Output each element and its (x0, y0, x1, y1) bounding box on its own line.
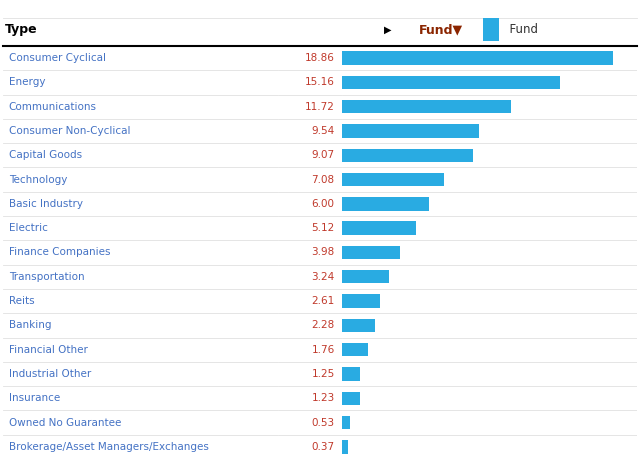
Text: 9.07: 9.07 (312, 150, 335, 160)
Text: Type: Type (5, 23, 38, 36)
Bar (342, 51, 613, 65)
Bar (342, 270, 389, 283)
Bar (342, 416, 350, 429)
Text: Finance Companies: Finance Companies (9, 247, 110, 257)
Bar (342, 392, 360, 405)
Bar (342, 440, 348, 453)
Bar (342, 221, 416, 235)
Text: 0.53: 0.53 (312, 418, 335, 427)
Bar (342, 294, 380, 308)
Text: Banking: Banking (9, 320, 51, 330)
Text: 7.08: 7.08 (312, 174, 335, 185)
Text: 11.72: 11.72 (305, 101, 335, 112)
Text: Electric: Electric (9, 223, 47, 233)
Bar (342, 367, 360, 381)
Text: 1.76: 1.76 (312, 345, 335, 355)
Bar (342, 76, 560, 89)
Text: Consumer Non-Cyclical: Consumer Non-Cyclical (9, 126, 130, 136)
Text: Fund▼: Fund▼ (419, 23, 463, 36)
Text: Owned No Guarantee: Owned No Guarantee (9, 418, 121, 427)
Text: Capital Goods: Capital Goods (9, 150, 82, 160)
Bar (342, 319, 375, 332)
Text: Transportation: Transportation (9, 272, 84, 282)
Bar (342, 343, 367, 356)
Text: Insurance: Insurance (9, 393, 60, 403)
Bar (342, 246, 399, 259)
Text: Communications: Communications (9, 101, 97, 112)
Text: 9.54: 9.54 (312, 126, 335, 136)
Bar (342, 173, 444, 186)
Bar (342, 197, 429, 211)
Text: 5.12: 5.12 (312, 223, 335, 233)
Bar (342, 124, 479, 138)
Text: 2.28: 2.28 (312, 320, 335, 330)
Text: 6.00: 6.00 (312, 199, 335, 209)
Text: Basic Industry: Basic Industry (9, 199, 83, 209)
Text: 3.24: 3.24 (312, 272, 335, 282)
Text: Financial Other: Financial Other (9, 345, 88, 355)
Text: ▶: ▶ (384, 25, 392, 35)
Text: 1.23: 1.23 (312, 393, 335, 403)
Text: 18.86: 18.86 (305, 53, 335, 63)
Bar (342, 149, 473, 162)
Text: Technology: Technology (9, 174, 67, 185)
Text: 3.98: 3.98 (312, 247, 335, 257)
Bar (342, 100, 511, 113)
Text: 15.16: 15.16 (305, 78, 335, 87)
Text: Consumer Cyclical: Consumer Cyclical (9, 53, 106, 63)
Text: Fund: Fund (502, 23, 538, 36)
Text: Industrial Other: Industrial Other (9, 369, 91, 379)
Text: 1.25: 1.25 (312, 369, 335, 379)
Text: 0.37: 0.37 (312, 442, 335, 452)
Text: Energy: Energy (9, 78, 45, 87)
Text: 2.61: 2.61 (312, 296, 335, 306)
Text: Brokerage/Asset Managers/Exchanges: Brokerage/Asset Managers/Exchanges (9, 442, 209, 452)
Text: Reits: Reits (9, 296, 35, 306)
